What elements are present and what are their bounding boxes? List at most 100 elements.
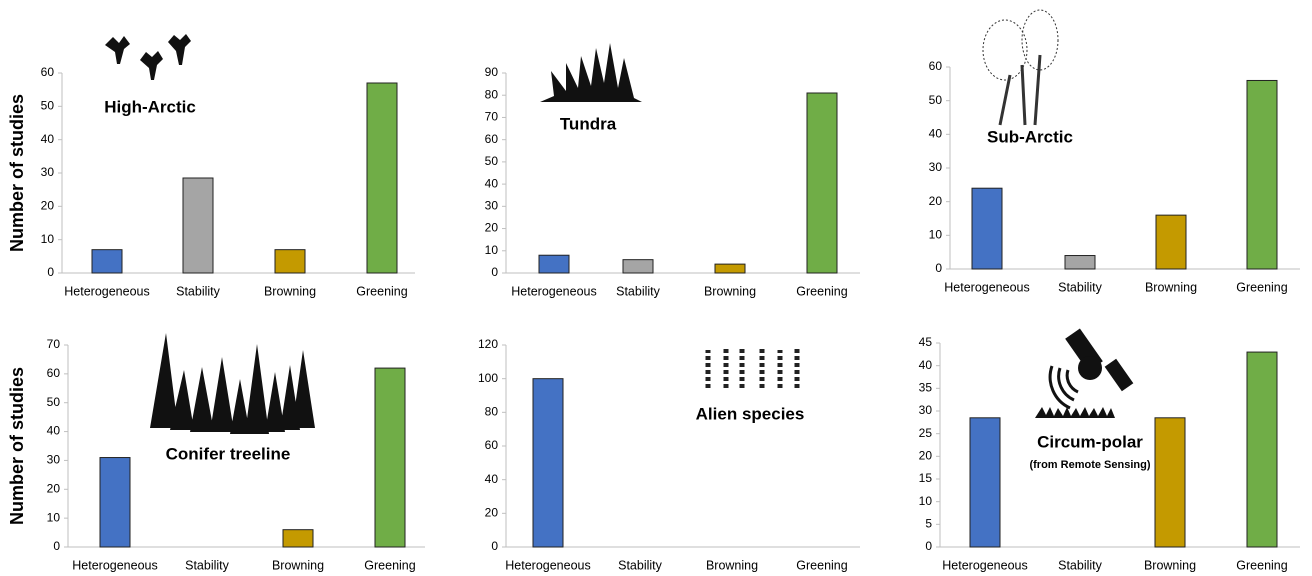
flower-icon [708, 346, 797, 388]
bar [715, 264, 745, 273]
bar [92, 250, 122, 273]
y-tick-label: 20 [47, 481, 61, 495]
y-tick-label: 45 [919, 335, 933, 349]
panel-title: Conifer treeline [166, 444, 291, 463]
bar [539, 255, 569, 273]
x-tick-label: Stability [176, 284, 221, 298]
y-tick-label: 0 [491, 265, 498, 279]
bar [1155, 418, 1185, 547]
y-tick-label: 70 [47, 337, 61, 351]
bar [807, 93, 837, 273]
y-tick-label: 40 [41, 132, 55, 146]
x-tick-label: Stability [616, 284, 661, 298]
x-tick-label: Stability [618, 558, 663, 572]
y-tick-label: 50 [929, 93, 943, 107]
bar [1247, 352, 1277, 547]
panel-title: Tundra [560, 114, 617, 133]
y-tick-label: 90 [485, 65, 499, 79]
y-tick-label: 0 [925, 539, 932, 553]
x-tick-label: Heterogeneous [64, 284, 149, 298]
y-tick-label: 80 [485, 87, 499, 101]
bar [1065, 256, 1095, 269]
x-tick-label: Greening [796, 284, 847, 298]
y-tick-label: 30 [47, 453, 61, 467]
y-tick-label: 50 [485, 154, 499, 168]
tree-icon [983, 10, 1058, 125]
panel-subtitle: (from Remote Sensing) [1029, 459, 1150, 471]
y-tick-label: 50 [41, 99, 55, 113]
x-tick-label: Browning [1145, 280, 1197, 294]
y-tick-label: 20 [485, 506, 499, 520]
y-tick-label: 20 [929, 194, 943, 208]
bar [283, 530, 313, 547]
bar [1156, 215, 1186, 269]
y-tick-label: 10 [47, 510, 61, 524]
y-tick-label: 25 [919, 426, 933, 440]
bar [100, 458, 130, 547]
x-tick-label: Heterogeneous [942, 558, 1027, 572]
y-tick-label: 30 [919, 403, 933, 417]
y-tick-label: 30 [41, 165, 55, 179]
y-tick-label: 5 [925, 517, 932, 531]
bar [275, 250, 305, 273]
y-tick-label: 10 [485, 243, 499, 257]
y-tick-label: 120 [478, 337, 498, 351]
panel-title: Circum-polar [1037, 432, 1143, 451]
y-axis-label: Number of studies [7, 367, 27, 525]
bar [367, 83, 397, 273]
y-tick-label: 40 [485, 176, 499, 190]
panel-title: Sub-Arctic [987, 127, 1073, 146]
y-tick-label: 30 [929, 160, 943, 174]
x-tick-label: Stability [185, 558, 230, 572]
y-tick-label: 60 [929, 59, 943, 73]
conifer-icon [150, 333, 315, 434]
satellite-icon [1035, 328, 1133, 418]
x-tick-label: Heterogeneous [511, 284, 596, 298]
figure: 0102030405060HeterogeneousStabilityBrown… [0, 0, 1312, 576]
x-tick-label: Stability [1058, 280, 1103, 294]
x-tick-label: Stability [1058, 558, 1103, 572]
panel-title: High-Arctic [104, 97, 196, 116]
x-tick-label: Greening [1236, 558, 1287, 572]
bar [970, 418, 1000, 547]
y-tick-label: 10 [929, 228, 943, 242]
y-tick-label: 10 [41, 232, 55, 246]
x-tick-label: Heterogeneous [505, 558, 590, 572]
x-tick-label: Browning [1144, 558, 1196, 572]
bar [623, 260, 653, 273]
x-tick-label: Heterogeneous [944, 280, 1029, 294]
bar [183, 178, 213, 273]
y-tick-label: 0 [491, 539, 498, 553]
y-tick-label: 40 [929, 127, 943, 141]
y-tick-label: 40 [919, 358, 933, 372]
x-tick-label: Greening [1236, 280, 1287, 294]
grass-icon [540, 43, 642, 102]
bar [1247, 80, 1277, 269]
y-tick-label: 40 [47, 424, 61, 438]
y-tick-label: 30 [485, 199, 499, 213]
y-tick-label: 10 [919, 494, 933, 508]
y-tick-label: 35 [919, 381, 933, 395]
y-tick-label: 0 [935, 261, 942, 275]
x-tick-label: Browning [264, 284, 316, 298]
y-tick-label: 15 [919, 471, 933, 485]
y-tick-label: 60 [485, 438, 499, 452]
y-tick-label: 60 [485, 132, 499, 146]
bar [533, 379, 563, 547]
bar [972, 188, 1002, 269]
y-axis-label: Number of studies [7, 94, 27, 252]
x-tick-label: Browning [704, 284, 756, 298]
y-tick-label: 60 [41, 65, 55, 79]
y-tick-label: 20 [485, 221, 499, 235]
x-tick-label: Greening [796, 558, 847, 572]
y-tick-label: 80 [485, 405, 499, 419]
x-tick-label: Browning [272, 558, 324, 572]
panel-title: Alien species [696, 404, 805, 423]
bar [375, 368, 405, 547]
y-tick-label: 70 [485, 110, 499, 124]
y-tick-label: 60 [47, 366, 61, 380]
y-tick-label: 40 [485, 472, 499, 486]
x-tick-label: Heterogeneous [72, 558, 157, 572]
y-tick-label: 50 [47, 395, 61, 409]
shrub-icon [105, 34, 191, 80]
